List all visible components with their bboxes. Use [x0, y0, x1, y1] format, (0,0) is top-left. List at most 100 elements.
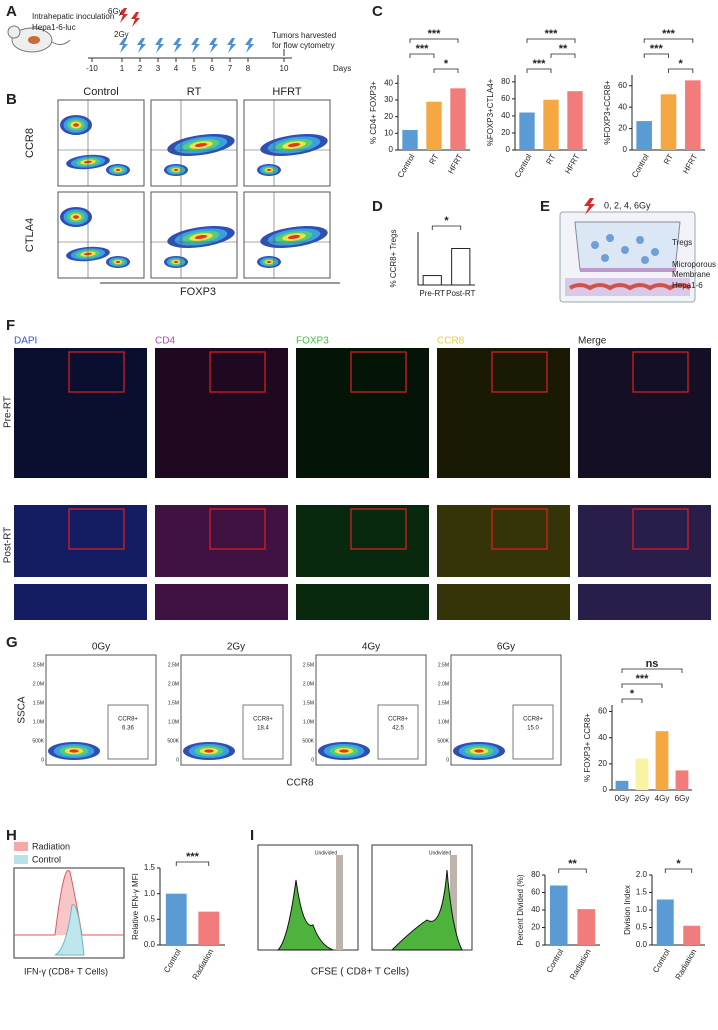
- significance-bracket: [526, 38, 576, 43]
- day-label: -10: [86, 64, 98, 73]
- gate-label: Undivided: [429, 850, 451, 856]
- significance-bracket: [526, 68, 552, 73]
- y-tick-label: 40: [598, 733, 607, 742]
- bar: [451, 247, 471, 286]
- micrograph: [437, 400, 570, 478]
- significance-bracket: [409, 38, 459, 43]
- bar: [685, 80, 701, 150]
- x-tick-label: RT: [427, 152, 440, 166]
- channel-label: CD4: [155, 336, 175, 347]
- x-tick-label: Pre-RT: [419, 289, 445, 298]
- bar: [675, 770, 689, 790]
- x-tick-label: Control: [630, 152, 651, 179]
- y-tick-label: 1.0: [636, 905, 648, 914]
- y-tick-label: 500K: [32, 738, 44, 744]
- radiation-bolt: [137, 38, 146, 53]
- panel-letter: I: [250, 827, 254, 844]
- panel-letter: G: [6, 634, 18, 651]
- y-axis-label: %FOXP3+CTLA4+: [486, 78, 495, 146]
- column-header: 2Gy: [227, 642, 245, 653]
- y-tick-label: 80: [531, 870, 540, 879]
- channel-label: DAPI: [14, 336, 37, 347]
- column-header: 4Gy: [362, 642, 380, 653]
- x-tick-label: 4Gy: [655, 794, 670, 803]
- y-tick-label: 40: [618, 102, 627, 111]
- transwell-diagram: [559, 198, 696, 303]
- column-header: HFRT: [272, 86, 301, 98]
- histogram-frame: [13, 867, 125, 959]
- significance-label: ***: [545, 28, 559, 40]
- significance-bracket: [433, 68, 459, 73]
- y-tick-label: 20: [501, 128, 510, 137]
- day-label: 10: [280, 64, 289, 73]
- flow-plot: [57, 99, 145, 187]
- label: Hepa1-6: [672, 281, 703, 290]
- y-tick-label: 0: [603, 785, 608, 794]
- bar: [655, 731, 669, 790]
- density-blob: [115, 168, 121, 172]
- y-tick-label: 60: [531, 888, 540, 897]
- y-tick-label: 2.0M: [438, 681, 449, 687]
- micrograph: [578, 400, 711, 478]
- x-tick-label: Radiation: [568, 948, 593, 982]
- gate-label: CCR8+: [388, 717, 408, 723]
- day-label: 6: [210, 64, 215, 73]
- radiation-bolt: [119, 38, 128, 53]
- x-tick-label: 2Gy: [635, 794, 650, 803]
- radiation-bolt: [173, 38, 182, 53]
- density-blob: [69, 749, 79, 753]
- y-tick-label: 1.0M: [438, 719, 449, 725]
- row-label: Pre-RT: [3, 396, 14, 428]
- gate-value: 18.4: [257, 726, 269, 732]
- x-tick-label: Post-RT: [446, 289, 475, 298]
- bar: [422, 275, 442, 286]
- micrograph-tint: [14, 505, 147, 577]
- column-header: RT: [187, 86, 202, 98]
- density-blob: [115, 260, 121, 264]
- y-axis-label: Division Index: [623, 885, 632, 935]
- micrograph-tint: [155, 584, 288, 620]
- y-tick-label: 20: [384, 112, 393, 121]
- y-axis-label: % CD4+ FOXP3+: [369, 81, 378, 144]
- label: Microporous: [672, 260, 716, 269]
- bar: [198, 911, 220, 945]
- x-tick-label: Radiation: [674, 948, 699, 982]
- bar: [636, 121, 652, 150]
- histogram-green: [276, 879, 334, 951]
- gate-value: 6.36: [122, 726, 134, 732]
- radiation-bolt: [245, 38, 254, 53]
- y-tick-label: 1.0: [144, 889, 156, 898]
- x-tick-label: 0Gy: [615, 794, 630, 803]
- micrograph: [296, 400, 429, 478]
- y-tick-label: 40: [501, 111, 510, 120]
- y-tick-label: 1.0M: [168, 719, 179, 725]
- density-blob: [474, 749, 484, 753]
- label: Tumors harvested: [272, 31, 336, 40]
- label: for flow cytometry: [272, 41, 335, 50]
- y-tick-label: 0.0: [144, 940, 156, 949]
- undivided-gate: [450, 855, 457, 950]
- y-tick-label: 1.0M: [303, 719, 314, 725]
- density-blob: [173, 260, 179, 264]
- channel-label: FOXP3: [296, 336, 329, 347]
- significance-label: **: [568, 858, 577, 870]
- y-tick-label: 0: [506, 145, 511, 154]
- significance-bracket: [643, 38, 694, 43]
- significance-label: *: [679, 58, 684, 70]
- micrograph-tint: [14, 584, 147, 620]
- micrograph-tint: [155, 505, 288, 577]
- bar: [519, 112, 535, 150]
- y-tick-label: 2.0M: [33, 681, 44, 687]
- y-tick-label: 30: [384, 95, 393, 104]
- legend-label: Control: [32, 854, 61, 864]
- density-blob: [73, 215, 79, 219]
- significance-label: ***: [650, 43, 664, 55]
- significance-bracket: [621, 698, 643, 703]
- y-tick-label: 500K: [302, 738, 314, 744]
- y-axis-label: %FOXP3+CCR8+: [603, 80, 612, 145]
- significance-label: *: [444, 215, 449, 227]
- histogram-green: [390, 869, 463, 951]
- panel-letter: D: [372, 198, 383, 215]
